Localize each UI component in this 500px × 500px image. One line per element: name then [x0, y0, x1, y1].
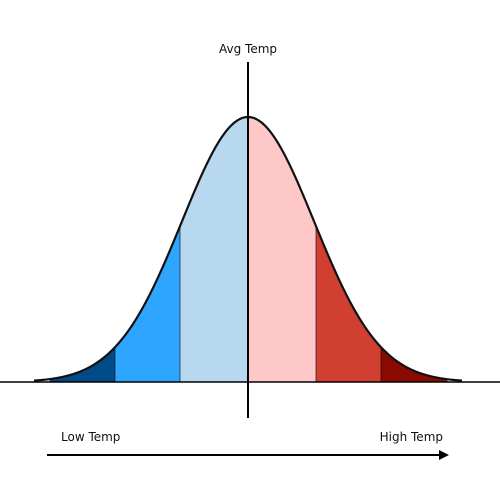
high-temp-label: High Temp [380, 430, 443, 444]
temperature-bands [50, 117, 447, 382]
temperature-arrow-head-icon [439, 450, 449, 460]
band-light-blue [180, 117, 248, 382]
band-dark-blue [50, 347, 115, 382]
avg-temp-label: Avg Temp [219, 42, 277, 56]
band-light-red [248, 117, 316, 382]
low-temp-label: Low Temp [61, 430, 120, 444]
band-dark-red [381, 347, 447, 382]
